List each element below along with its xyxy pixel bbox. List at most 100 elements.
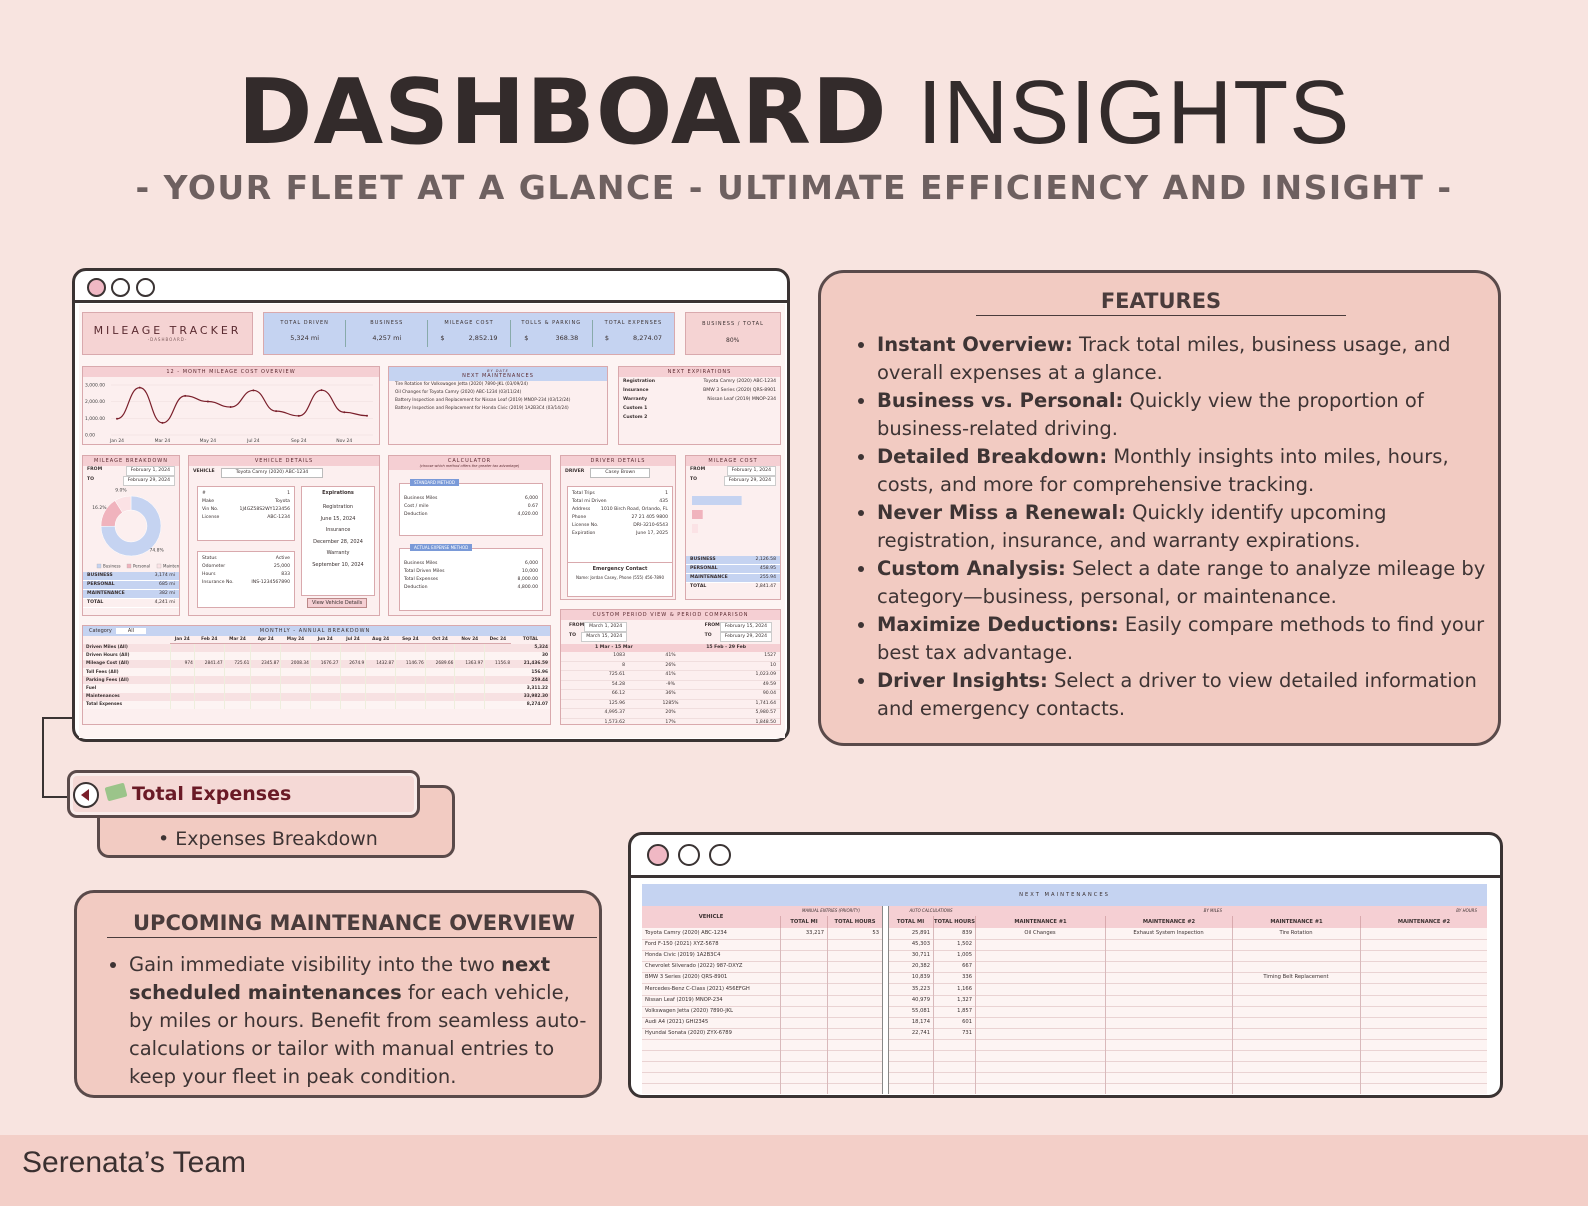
- footer-band: [0, 1135, 1588, 1206]
- category-value: All: [115, 628, 147, 634]
- kv-value: 10,000: [521, 569, 538, 574]
- month-header: Feb 24: [194, 636, 225, 644]
- month-cell: 1363.97: [454, 659, 485, 669]
- row-label: Toll Fees (All): [86, 669, 119, 675]
- x-tick-label: Jan 24: [109, 438, 124, 444]
- period-cell: 66.12: [611, 691, 625, 696]
- stat-label: PERSONAL: [690, 566, 718, 571]
- monthly-row: Maintenances 33,982.30: [83, 692, 550, 701]
- month-cell: [484, 651, 512, 660]
- monthly-row: Driven Hours (All) 30: [83, 651, 550, 660]
- table-row-line: [642, 1027, 1487, 1029]
- select-label: VEHICLE: [193, 469, 215, 474]
- table-cell: Ford F-150 (2021) XYZ-5678: [645, 941, 719, 948]
- stat-label: BUSINESS: [87, 573, 113, 578]
- expirations-panel: NEXT EXPIRATIONS Registration Toyota Camry…: [618, 366, 781, 445]
- kv-label: License: [202, 515, 220, 520]
- date-value: February 1, 2024: [125, 466, 175, 476]
- month-cell: [309, 692, 341, 701]
- column-header: TOTAL MI: [780, 916, 827, 928]
- month-cell: [424, 684, 455, 693]
- table-cell: 1,166: [957, 985, 972, 992]
- kv-value: Toyota: [275, 499, 290, 504]
- kv-label: Address: [572, 507, 591, 512]
- month-header: Jun 24: [310, 636, 341, 644]
- blank-cell: [83, 636, 170, 644]
- view-button[interactable]: View Vehicle Details: [307, 598, 368, 608]
- stat-label: MAINTENANCE: [87, 591, 125, 596]
- column-header: MAINTENANCE #1: [1232, 916, 1360, 928]
- row-label: Driven Miles (All): [86, 645, 128, 651]
- date-row: TO February 29, 2024: [686, 476, 780, 486]
- kpi-label: TOLLS & PARKING: [521, 320, 582, 326]
- sub-box: Status Active Odometer 25,000 Hours 833 Insura…: [197, 551, 295, 608]
- month-header: Sep 24: [395, 636, 426, 644]
- date-label: TO: [704, 633, 712, 638]
- table-cell: Mercedes-Benz C-Class (2021) 456EFGH: [645, 985, 750, 992]
- month-header: Nov 24: [454, 636, 485, 644]
- date-label: FROM: [87, 467, 103, 472]
- line-point: [343, 411, 346, 414]
- feature-text: Easily compare methods to find your best…: [877, 613, 1485, 664]
- upcoming-bold: next scheduled maintenances: [129, 953, 551, 1004]
- monthly-panel: Category All MONTHLY - ANNUAL BREAKDOWN Jan…: [82, 625, 551, 725]
- expiration-row: Insurance BMW 3 Series (2020) QRS-8901: [619, 386, 780, 395]
- kv-label: Total Trips: [572, 491, 595, 496]
- kpi: TOTAL EXPENSES $8,274.07: [591, 320, 674, 347]
- kv-row: Make Toyota: [198, 498, 294, 506]
- total-expenses-tab[interactable]: Total Expenses: [67, 770, 420, 818]
- month-cell: [250, 651, 281, 660]
- row-label: Driven Hours (All): [86, 653, 130, 659]
- month-cell: [339, 692, 366, 701]
- table-cell: 20,382: [911, 963, 930, 970]
- table-cell: 25,891: [911, 930, 930, 936]
- date-value: March 15, 2024: [581, 632, 628, 642]
- kpi-value-text: 8,274.07: [633, 334, 662, 342]
- column-header: MAINTENANCE #2: [1105, 916, 1232, 928]
- window-dot: [136, 278, 155, 297]
- stat-row: TOTAL 2,841.47: [686, 583, 780, 591]
- month-cell: [424, 676, 455, 685]
- kv-row: Business Miles 6,000: [400, 495, 542, 503]
- select-row: DRIVER Casey Brown: [561, 466, 675, 478]
- column-header: TOTAL MI: [887, 916, 933, 928]
- month-cell: [223, 651, 251, 660]
- kpi: TOTAL DRIVEN 5,324 mi: [264, 320, 345, 347]
- by-miles-header: BY MILES: [975, 906, 1232, 916]
- total-cell: 33,982.30: [523, 694, 548, 700]
- month-cell: [424, 668, 455, 677]
- feature-item: Never Miss a Renewal: Quickly identify u…: [877, 499, 1487, 555]
- panel-note: (choose which method offers the greater …: [419, 464, 520, 468]
- month-cell: [365, 692, 396, 701]
- kv-label: Make: [202, 499, 215, 504]
- line-point: [275, 410, 278, 413]
- period-cell: 1,573.62: [604, 719, 625, 725]
- month-cell: 1676.27: [309, 659, 341, 669]
- panel-title: DRIVER DETAILS: [561, 456, 675, 466]
- table-cell: Timing Belt Replacement: [1263, 974, 1329, 981]
- period-range: FROM March 1, 2024 TO March 15, 2024: [565, 622, 631, 642]
- period-row: 54.28 -9% 49.59: [561, 681, 780, 690]
- table-cell: 1,502: [957, 941, 972, 948]
- expiration-row: Warranty Nissan Leaf (2019) MNOP-234: [619, 395, 780, 404]
- line-point: [229, 406, 232, 409]
- kv-label: Phone: [572, 515, 587, 520]
- sub-box: Emergency Contact Name: Jordan Casey, Pho…: [567, 562, 673, 597]
- month-cell: [223, 643, 251, 652]
- kpi: TOLLS & PARKING $368.38: [509, 320, 592, 347]
- kpi-value-text: 2,852.19: [468, 334, 498, 342]
- month-cell: [454, 676, 485, 685]
- row-label: Mileage Cost (All): [86, 661, 129, 667]
- period-row: 1,573.62 17% 1,848.50: [561, 719, 780, 725]
- x-tick-label: Sep 24: [291, 438, 307, 444]
- upcoming-after: for each vehicle, by miles or hours. Ben…: [129, 981, 587, 1088]
- maintenance-item: Battery Inspection and Replacement for H…: [395, 406, 569, 411]
- by-hours-header: BY HOURS: [1232, 906, 1487, 916]
- table-cell: 22,741: [911, 1029, 930, 1036]
- month-cell: [169, 684, 195, 693]
- x-tick-label: Mar 24: [155, 438, 171, 444]
- date-value: March 1, 2024: [584, 622, 628, 632]
- vehicle-details-panel: VEHICLE DETAILS VEHICLE Toyota Camry (2020…: [188, 455, 380, 616]
- kv-row: License No. DRI-3210-6543: [568, 522, 672, 530]
- kv-label: #: [202, 491, 206, 496]
